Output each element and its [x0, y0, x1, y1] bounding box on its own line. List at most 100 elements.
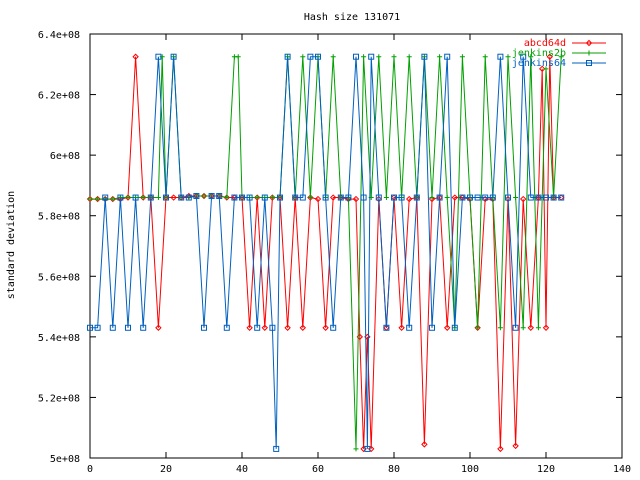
- data-point-abcd64d: [132, 53, 139, 60]
- legend-marker-jenkins2b: [586, 50, 592, 56]
- data-point-jenkins2b: [528, 54, 534, 60]
- data-point-jenkins64: [277, 194, 283, 201]
- data-point-abcd64d: [451, 194, 459, 201]
- data-point-jenkins64: [315, 53, 321, 60]
- data-point-jenkins64: [254, 324, 261, 331]
- data-point-jenkins64: [406, 324, 413, 331]
- data-point-abcd64d: [329, 194, 337, 201]
- data-point-jenkins2b: [307, 195, 313, 201]
- data-point-abcd64d: [299, 324, 307, 331]
- data-point-jenkins2b: [125, 195, 131, 201]
- data-point-jenkins64: [299, 194, 306, 201]
- data-point-jenkins64: [345, 194, 352, 201]
- x-tick-label: 100: [461, 464, 479, 475]
- data-point-abcd64d: [284, 324, 291, 331]
- data-point-jenkins64: [543, 194, 549, 201]
- data-point-jenkins2b: [155, 195, 161, 201]
- data-point-jenkins64: [527, 194, 534, 201]
- data-point-jenkins64: [436, 194, 443, 201]
- y-tick-label: 6.2e+08: [38, 91, 80, 102]
- data-point-jenkins64: [102, 194, 109, 201]
- data-point-abcd64d: [428, 195, 436, 203]
- axis-ticks: 0 20 40 60 80 100 120 140 5e+08 5.2e+08 5.4e+08 5.6…: [38, 30, 631, 475]
- data-point-jenkins64: [512, 324, 519, 331]
- data-point-jenkins64: [307, 53, 314, 60]
- data-point-jenkins64: [429, 324, 435, 331]
- data-point-jenkins2b: [429, 195, 435, 201]
- data-point-abcd64d: [155, 324, 162, 331]
- data-point-abcd64d: [124, 194, 132, 201]
- plot-frame: [89, 33, 623, 459]
- data-point-jenkins64: [451, 324, 458, 331]
- data-point-jenkins64: [170, 53, 177, 60]
- data-point-jenkins64: [558, 194, 565, 201]
- y-tick-label: 5.4e+08: [38, 333, 80, 344]
- x-tick-label: 140: [613, 464, 631, 475]
- data-point-abcd64d: [443, 324, 451, 331]
- data-point-jenkins64: [261, 194, 268, 201]
- data-point-jenkins64: [383, 324, 390, 331]
- data-point-abcd64d: [546, 53, 554, 60]
- data-point-jenkins64: [322, 194, 329, 201]
- data-point-jenkins64: [535, 194, 542, 201]
- y-tick-label: 5.2e+08: [38, 393, 80, 404]
- data-point-jenkins2b: [95, 196, 101, 202]
- data-point-jenkins2b: [361, 54, 367, 60]
- data-point-jenkins2b: [459, 54, 465, 60]
- data-point-jenkins64: [330, 324, 337, 331]
- data-point-jenkins2b: [87, 196, 93, 202]
- data-point-jenkins64: [520, 53, 527, 60]
- data-point-abcd64d: [139, 194, 147, 201]
- data-point-jenkins2b: [513, 195, 519, 201]
- data-point-jenkins2b: [353, 446, 359, 452]
- data-point-jenkins64: [497, 53, 504, 60]
- data-point-jenkins2b: [224, 195, 230, 201]
- data-point-jenkins64: [231, 194, 238, 201]
- data-point-abcd64d: [542, 324, 550, 331]
- data-point-jenkins2b: [437, 54, 443, 60]
- x-tick-label: 60: [312, 464, 324, 475]
- y-tick-label: 5e+08: [50, 454, 80, 465]
- y-tick-label: 5.8e+08: [38, 212, 80, 223]
- data-point-jenkins2b: [330, 54, 336, 60]
- data-point-abcd64d: [200, 192, 208, 200]
- data-point-abcd64d: [352, 195, 360, 203]
- data-point-jenkins2b: [482, 54, 488, 60]
- data-point-jenkins2b: [254, 195, 260, 201]
- data-point-jenkins2b: [520, 325, 526, 331]
- series-jenkins2b: [87, 54, 564, 452]
- data-point-jenkins2b: [110, 196, 116, 202]
- data-point-jenkins64: [208, 193, 215, 200]
- series-jenkins64: [87, 53, 565, 452]
- data-point-jenkins64: [94, 324, 101, 331]
- data-point-jenkins64: [155, 53, 162, 60]
- data-point-abcd64d: [497, 445, 504, 453]
- data-point-jenkins2b: [235, 54, 241, 60]
- data-point-jenkins64: [201, 324, 207, 331]
- data-point-abcd64d: [314, 195, 322, 203]
- x-tick-label: 20: [160, 464, 172, 475]
- data-point-jenkins2b: [505, 54, 511, 60]
- data-point-jenkins64: [125, 324, 131, 331]
- data-point-jenkins64: [223, 324, 230, 331]
- data-point-jenkins64: [482, 194, 489, 201]
- x-tick-label: 40: [236, 464, 248, 475]
- data-point-jenkins2b: [558, 54, 564, 60]
- y-tick-label: 6e+08: [50, 151, 80, 162]
- legend-label-jenkins64: jenkins64: [512, 58, 566, 69]
- data-point-abcd64d: [421, 441, 428, 448]
- series-abcd64d: [86, 53, 565, 453]
- data-point-jenkins2b: [140, 195, 146, 201]
- data-point-abcd64d: [269, 194, 276, 201]
- data-point-jenkins64: [269, 324, 276, 331]
- data-point-jenkins64: [353, 53, 359, 60]
- x-tick-label: 120: [537, 464, 555, 475]
- data-point-jenkins64: [216, 193, 223, 200]
- legend-marker-jenkins64: [586, 60, 592, 66]
- data-point-jenkins2b: [497, 325, 503, 331]
- data-point-jenkins2b: [475, 325, 481, 331]
- data-point-jenkins2b: [406, 54, 412, 60]
- data-point-jenkins64: [284, 53, 291, 60]
